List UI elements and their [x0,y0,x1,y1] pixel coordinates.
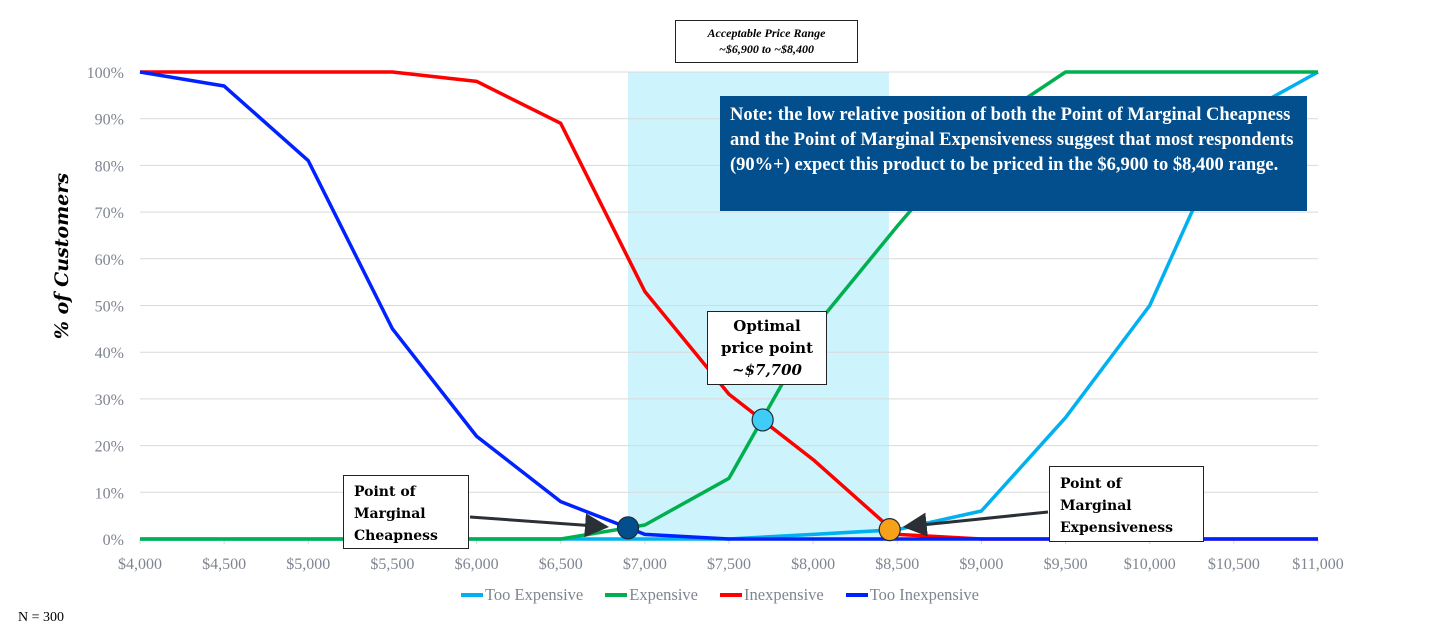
legend-item: Too Expensive [460,585,584,605]
sample-size-note: N = 300 [18,610,65,625]
pme-label: Point of Marginal Expensiveness [1049,466,1204,542]
series-line-expensive [140,70,1318,541]
x-tick-label: $7,500 [707,556,751,573]
legend-label: Inexpensive [744,585,824,604]
x-tick-label: $7,000 [623,556,667,573]
legend-swatch [720,593,742,597]
pmc-line-2: Marginal [354,506,426,522]
y-tick-label: 70% [95,205,124,222]
x-tick-label: $9,500 [1044,556,1088,573]
pmc-line-3: Cheapness [354,528,438,544]
optimal-price-label: Optimal price point ~$7,700 [707,311,827,385]
x-tick-label: $4,500 [202,556,246,573]
pmc-line-1: Point of [354,484,416,500]
legend-item: Too Inexpensive [845,585,980,605]
y-tick-label: 60% [95,252,124,269]
legend-label: Too Inexpensive [869,585,980,604]
x-tick-label: $10,000 [1124,556,1176,573]
pmc-label: Point of Marginal Cheapness [343,475,469,549]
x-tick-label: $8,000 [791,556,835,573]
y-tick-label: 90% [95,112,124,129]
pmc-arrow [469,513,610,538]
legend-swatch [845,593,868,597]
y-tick-label: 30% [95,392,124,409]
pme-line-3: Expensiveness [1060,520,1173,536]
x-tick-label: $11,000 [1292,556,1343,573]
x-tick-label: $8,500 [875,556,919,573]
y-tick-label: 0% [103,532,124,549]
y-tick-label: 10% [95,485,124,502]
point-of-marginal-expensiveness-marker [878,518,901,542]
x-tick-label: $4,000 [118,556,162,573]
range-line-1: Acceptable Price Range [707,26,826,40]
optimal-line-3: ~$7,700 [732,361,802,379]
y-tick-label: 100% [87,65,124,82]
legend-swatch [605,593,628,597]
note-box: Note: the low relative position of both … [720,96,1307,211]
acceptable-range-label: Acceptable Price Range ~$6,900 to ~$8,40… [675,20,858,63]
legend-label: Too Expensive [484,585,584,604]
y-axis-label: % of Customers [51,172,73,340]
legend: Too Expensive Expensive Inexpensive Too … [0,585,1440,605]
y-tick-label: 80% [95,158,124,175]
legend-item: Inexpensive [720,585,824,605]
x-tick-label: $6,500 [539,556,583,573]
x-tick-label: $10,500 [1208,556,1260,573]
point-of-marginal-cheapness-marker [616,516,640,540]
y-tick-label: 20% [95,439,124,456]
y-tick-label: 40% [95,345,124,362]
x-tick-label: $5,500 [370,556,414,573]
legend-swatch [460,593,483,597]
pme-line-1: Point of [1060,476,1122,492]
legend-label: Expensive [629,585,698,604]
x-tick-label: $5,000 [286,556,330,573]
x-tick-label: $9,000 [959,556,1003,573]
optimal-line-2: price point [720,339,813,357]
optimal-line-1: Optimal [733,317,801,335]
optimal-price-point-marker [751,408,774,432]
y-tick-label: 50% [95,299,124,316]
pme-line-2: Marginal [1060,498,1132,514]
pme-arrow [902,510,1049,537]
range-line-2: ~$6,900 to ~$8,400 [718,42,814,56]
legend-item: Expensive [605,585,698,605]
x-tick-label: $6,000 [455,556,499,573]
